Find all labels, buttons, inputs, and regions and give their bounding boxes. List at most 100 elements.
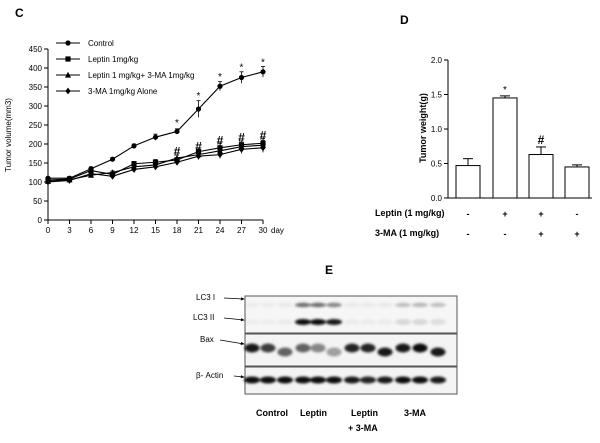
panel-c-hash-annotation: # (217, 133, 224, 147)
blot-band (344, 319, 360, 325)
panel-c-data-point (217, 83, 223, 89)
panel-c-hash-annotation: # (238, 131, 245, 145)
blot-band (395, 302, 411, 308)
panel-c-data-point (152, 134, 159, 140)
panel-c-x-axis-label: day (271, 226, 284, 235)
blot-band (377, 319, 393, 325)
panel-d-y-axis-label: Tumor weight(g) (418, 93, 428, 163)
panel-c-hash-annotation: # (174, 144, 181, 158)
panel-c-data-point (195, 106, 202, 112)
panel-c-data-point (195, 152, 202, 160)
panel-c-x-tick-label: 9 (110, 226, 115, 235)
blot-band (244, 343, 260, 353)
panel-c-legend-marker (65, 87, 71, 95)
panel-c-legend-entry: 3-MA 1mg/kg Alone (56, 87, 158, 96)
panel-d-y-tick-label: 1.5 (431, 91, 443, 100)
blot-band (430, 347, 446, 357)
blot-band (295, 376, 311, 384)
blot-label-bax: Bax (200, 335, 214, 344)
blot-band (295, 343, 311, 353)
blot-band (412, 302, 428, 308)
blot-band (310, 376, 326, 384)
blot-band (344, 302, 360, 308)
blot-band (430, 376, 446, 384)
blot-arrow-lc3-i (223, 297, 245, 301)
treatment-mark: + (538, 209, 543, 219)
panel-c-y-tick-label: 250 (29, 121, 43, 130)
panel-c-x-tick-label: 15 (151, 226, 160, 235)
blot-band (244, 376, 260, 384)
panel-c-data-point (66, 177, 73, 184)
blot-band (360, 319, 376, 325)
panel-c-y-axis-label: Tumor volume(mm3) (4, 98, 13, 172)
panel-c-data-point (45, 178, 51, 186)
blot-lc3-box (244, 295, 458, 334)
panel-d-y-tick-label: 2.0 (431, 56, 443, 65)
panel-c-x-tick-label: 12 (130, 226, 139, 235)
panel-c-legend-label: 3-MA 1mg/kg Alone (88, 87, 158, 96)
blot-arrow-bax (219, 339, 245, 346)
panel-c-legend-marker (65, 40, 71, 46)
panel-c-line-chart: 0 50 100 150 200 250 300 350 400 450 0 3 6 9 12 15 18 21… (29, 39, 268, 235)
panel-c-hash-annotation: # (195, 139, 202, 153)
panel-c-x-tick-label: 24 (216, 226, 225, 235)
panel-c-data-point (131, 143, 137, 149)
blot-band (260, 376, 276, 384)
blot-band (430, 319, 446, 325)
panel-c-data-point (109, 172, 116, 180)
blot-band (344, 376, 360, 384)
panel-e-letter: E (325, 263, 333, 277)
panel-c-legend-label: Leptin 1 mg/kg+ 3-MA 1mg/kg (88, 71, 195, 80)
panel-d-hash-annotation: # (538, 133, 545, 147)
panel-c-legend-entry: Control (56, 39, 114, 48)
blot-group-control: Control (256, 408, 288, 418)
western-blot (244, 295, 458, 395)
blot-label-beta-actin: β- Actin (196, 371, 223, 380)
panel-c-data-point (109, 169, 116, 176)
panel-c-data-point (238, 74, 245, 81)
panel-c-series-1 (45, 138, 266, 183)
panel-c-legend-marker (65, 56, 71, 62)
blot-band (395, 319, 411, 325)
panel-c-star-annotation: * (197, 91, 201, 102)
blot-band (412, 343, 428, 353)
blot-band (326, 347, 342, 357)
blot-band (244, 319, 260, 325)
blot-band (277, 376, 293, 384)
blot-arrow-lc3-ii (223, 317, 245, 322)
blot-band (326, 319, 342, 325)
blot-group-leptin-3ma-line2: + 3-MA (348, 423, 378, 433)
blot-band (395, 343, 411, 353)
blot-band (360, 302, 376, 308)
blot-label-lc3-i: LC3 I (196, 293, 215, 302)
blot-band (260, 343, 276, 353)
blot-band (310, 343, 326, 353)
panel-c-legend-label: Control (88, 39, 114, 48)
panel-c-y-tick-label: 350 (29, 83, 43, 92)
panel-c-y-tick-label: 200 (29, 140, 43, 149)
panel-c-y-tick-label: 0 (38, 216, 43, 225)
panel-c-star-annotation: * (240, 63, 244, 74)
panel-c-y-tick-label: 100 (29, 178, 43, 187)
panel-c-data-point (260, 69, 266, 75)
blot-band (277, 319, 293, 325)
panel-d-y-tick-label: 1.0 (431, 125, 443, 134)
panel-c-data-point (260, 144, 266, 152)
blot-band (344, 343, 360, 353)
panel-c-x-tick-label: 3 (67, 226, 72, 235)
panel-c-y-tick-label: 300 (29, 102, 43, 111)
treatment-3ma-label: 3-MA (1 mg/kg) (375, 228, 439, 238)
blot-group-leptin-3ma-line1: Leptin (351, 408, 378, 418)
blot-band (277, 347, 293, 357)
blot-band (260, 319, 276, 325)
panel-c-legend-entry: Leptin 1 mg/kg+ 3-MA 1mg/kg (56, 71, 195, 80)
panel-c-x-tick-label: 27 (237, 226, 246, 235)
panel-d-letter: D (400, 13, 409, 27)
panel-c-data-point (131, 166, 137, 173)
panel-c-data-point (238, 145, 245, 153)
blot-band (377, 376, 393, 384)
blot-band (260, 302, 276, 308)
panel-c-data-point (109, 156, 116, 162)
treatment-leptin-label: Leptin (1 mg/kg) (375, 208, 445, 218)
